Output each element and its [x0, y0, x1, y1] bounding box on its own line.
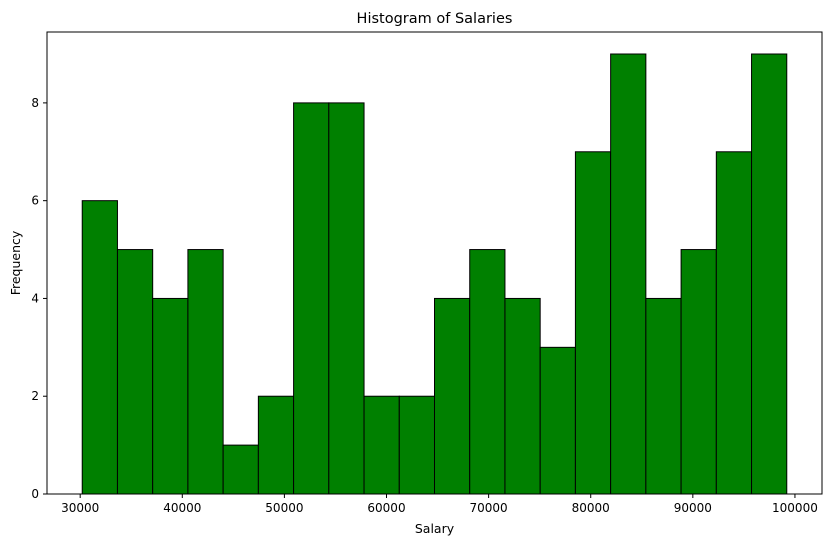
y-tick-label: 2 — [31, 389, 39, 403]
y-tick-label: 6 — [31, 194, 39, 208]
x-tick-label: 50000 — [265, 501, 303, 515]
x-tick-label: 30000 — [61, 501, 99, 515]
chart-title: Histogram of Salaries — [357, 11, 513, 27]
x-tick-label: 70000 — [470, 501, 508, 515]
histogram-bar — [257, 395, 295, 495]
histogram-bar — [504, 297, 541, 495]
y-tick-label: 4 — [31, 291, 39, 305]
x-tick-label: 90000 — [674, 501, 712, 515]
histogram-bar — [293, 102, 330, 495]
x-tick-label: 40000 — [163, 501, 201, 515]
histogram-bar — [222, 444, 259, 495]
x-tick-label: 60000 — [367, 501, 405, 515]
y-axis-label: Frequency — [8, 230, 23, 295]
histogram-bar — [187, 249, 224, 495]
plot-area-frame — [46, 31, 823, 495]
histogram-bar — [574, 151, 612, 495]
x-tick-label: 80000 — [572, 501, 610, 515]
x-axis-label: Salary — [415, 521, 455, 536]
histogram-bar — [81, 200, 118, 495]
bars-group — [81, 53, 788, 495]
histogram-bar — [152, 297, 189, 495]
histogram-bar — [751, 53, 788, 495]
histogram-bar — [680, 249, 717, 495]
histogram-bar — [328, 102, 365, 495]
histogram-bar — [434, 297, 471, 495]
histogram-bar — [116, 249, 154, 495]
x-tick-label: 100000 — [772, 501, 818, 515]
histogram-bar — [645, 297, 682, 495]
y-tick-label: 8 — [31, 96, 39, 110]
y-tick-label: 0 — [31, 487, 39, 501]
histogram-bar — [398, 395, 436, 495]
histogram-bar — [715, 151, 753, 495]
histogram-bar — [469, 249, 506, 495]
x-axis-ticks: 30000 40000 50000 60000 70000 80000 90000 10000… — [61, 494, 818, 515]
histogram-bar — [539, 346, 576, 495]
histogram-bar — [363, 395, 400, 495]
histogram-bar — [610, 53, 647, 495]
y-axis-ticks: 0 2 4 6 8 — [31, 96, 47, 501]
